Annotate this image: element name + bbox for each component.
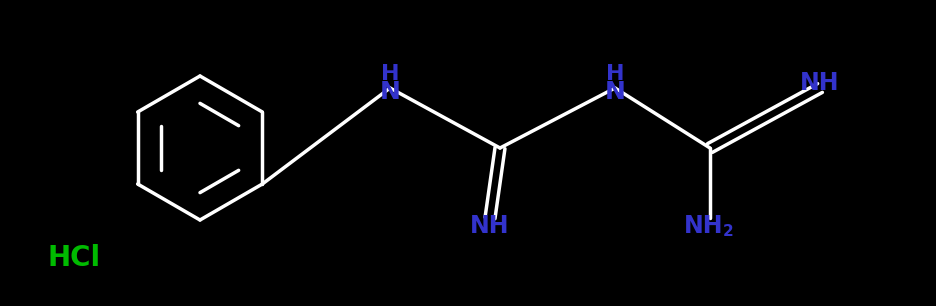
Text: NH: NH xyxy=(799,71,839,95)
Text: N: N xyxy=(604,80,624,104)
Text: NH: NH xyxy=(683,214,723,238)
Text: N: N xyxy=(379,80,400,104)
Text: H: H xyxy=(380,64,399,84)
Text: HCl: HCl xyxy=(48,244,101,272)
Text: NH: NH xyxy=(470,214,509,238)
Text: 2: 2 xyxy=(722,223,733,238)
Text: H: H xyxy=(605,64,623,84)
